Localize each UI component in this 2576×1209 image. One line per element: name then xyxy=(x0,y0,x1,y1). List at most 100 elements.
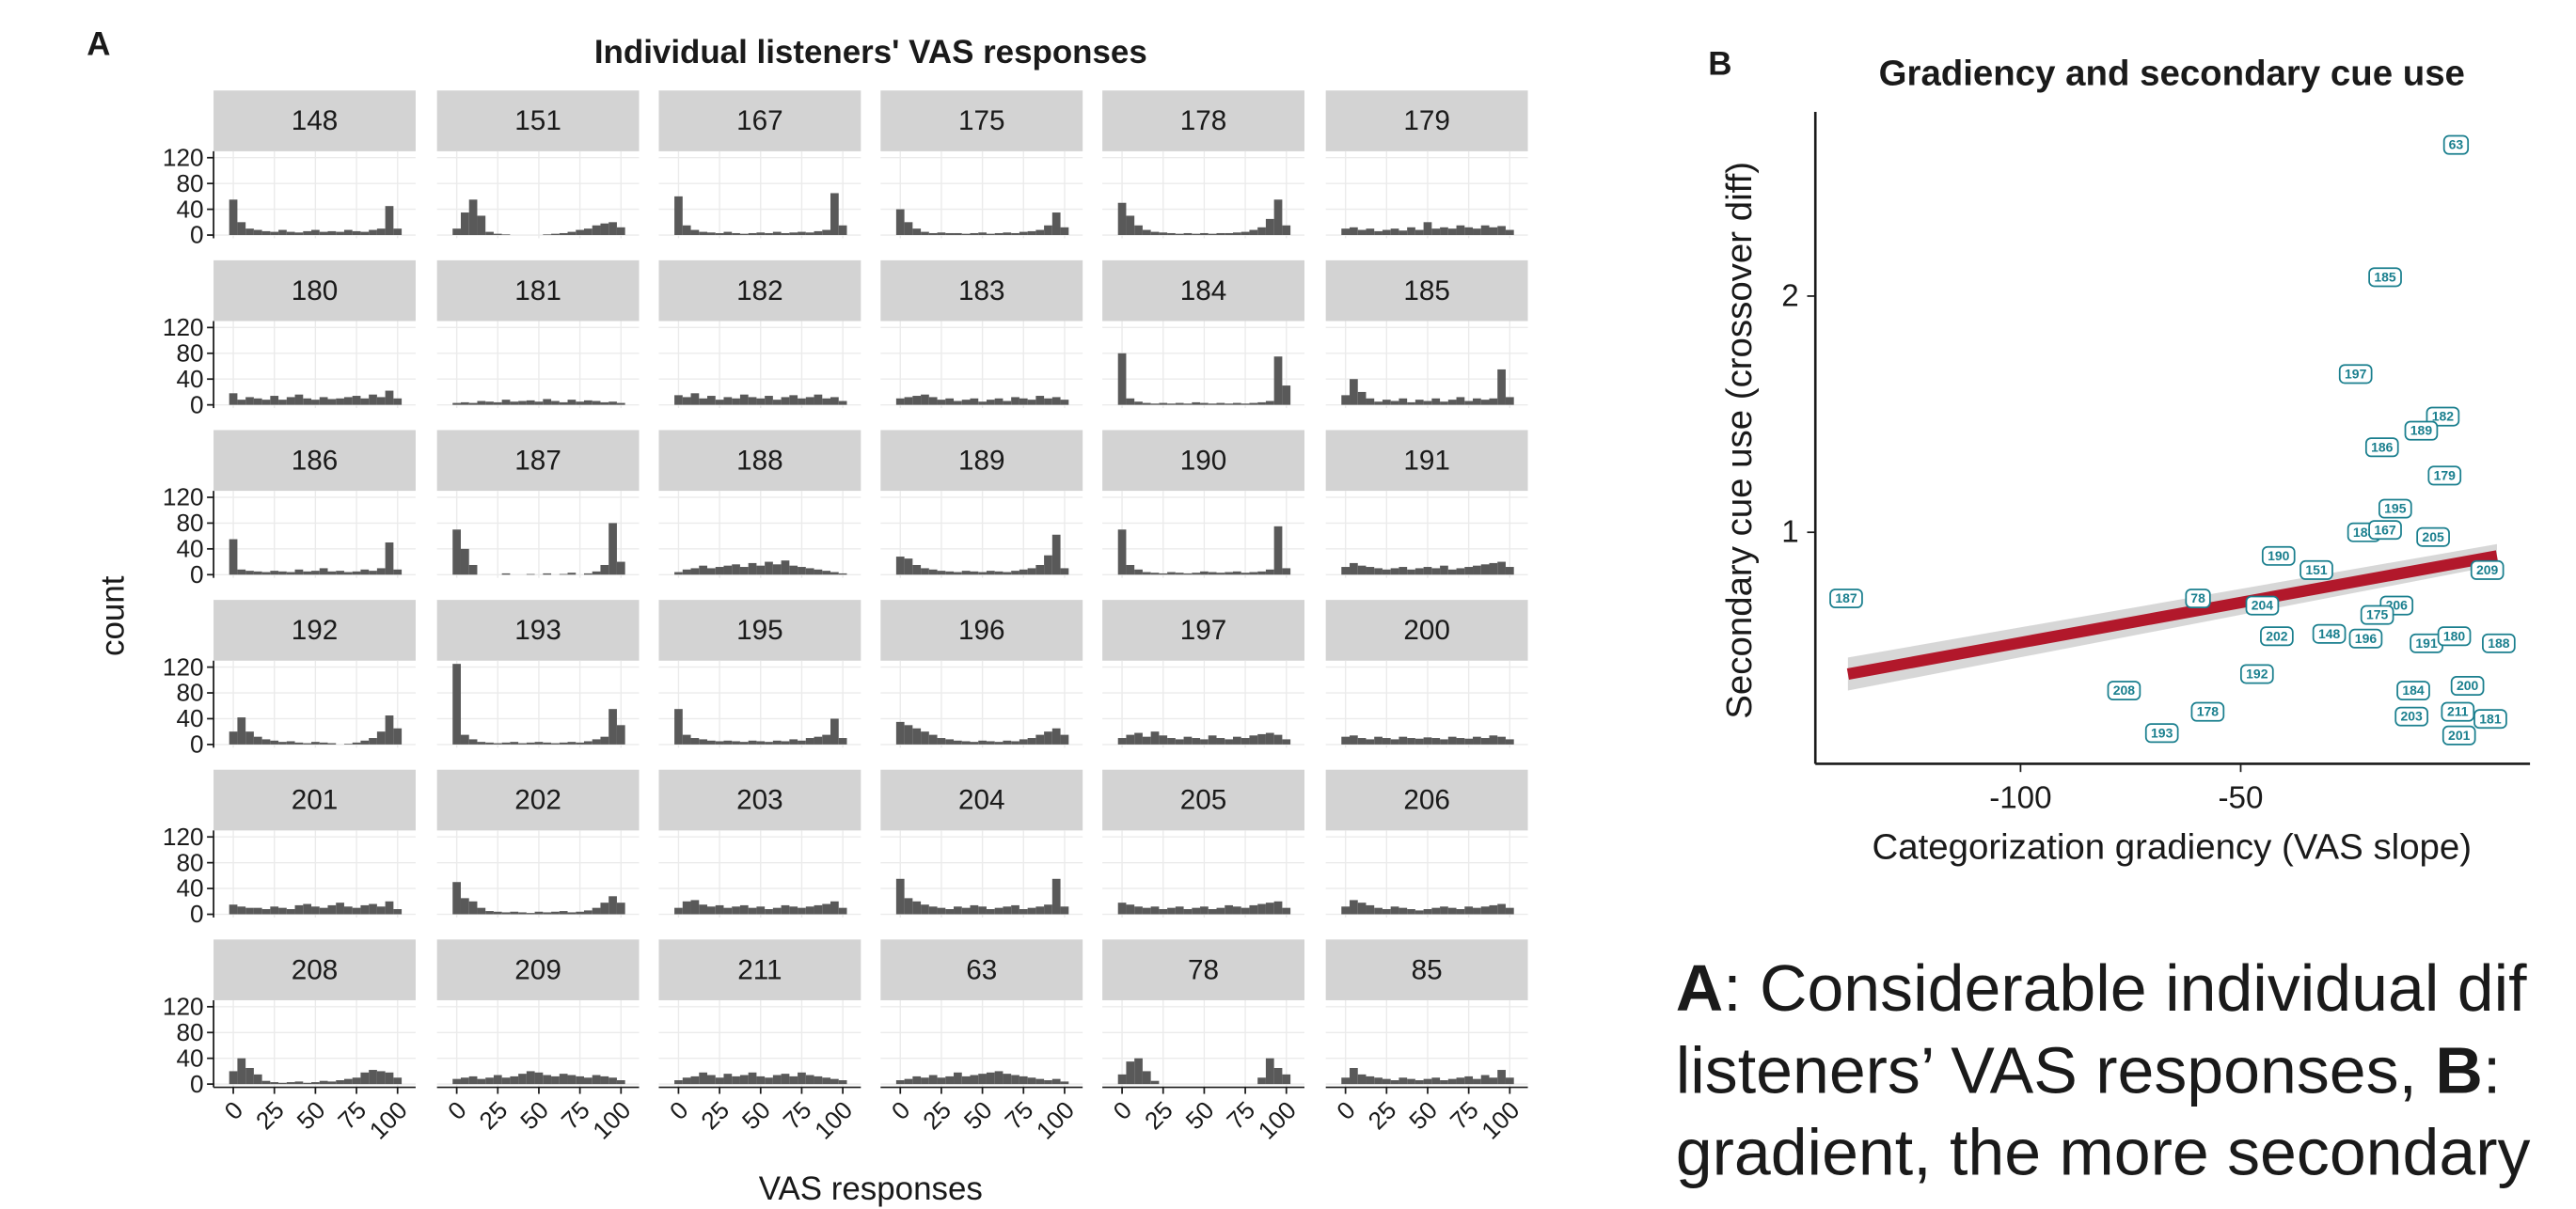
histogram-bar xyxy=(954,572,962,575)
histogram-bar xyxy=(1232,571,1241,575)
histogram-bar xyxy=(600,223,609,236)
histogram-bar xyxy=(838,400,847,405)
histogram-bar xyxy=(1414,910,1424,915)
histogram-bar xyxy=(830,397,839,405)
histogram-bar xyxy=(278,229,287,236)
histogram-bar xyxy=(559,742,568,745)
y-tick-label: 40 xyxy=(176,1044,203,1072)
histogram-bar xyxy=(1382,229,1391,236)
histogram-bar xyxy=(765,232,773,236)
histogram-bar xyxy=(1489,227,1498,236)
facet-strip xyxy=(213,600,416,661)
histogram-bar xyxy=(970,1075,979,1085)
histogram-bar xyxy=(912,1076,922,1085)
histogram-bar xyxy=(838,907,847,915)
histogram-bar xyxy=(814,904,823,915)
histogram-bar xyxy=(1480,906,1490,915)
point-label: 180 xyxy=(2437,626,2472,647)
histogram-bar xyxy=(1350,1067,1358,1085)
histogram-bar xyxy=(756,741,766,745)
histogram-bar xyxy=(518,743,527,745)
facet-strip xyxy=(1325,259,1528,322)
histogram-bar xyxy=(477,742,486,745)
histogram-bar xyxy=(1382,569,1391,575)
caption-line: A: Considerable individual dif xyxy=(1676,951,2527,1025)
histogram-bar xyxy=(460,548,469,575)
histogram-bar xyxy=(567,573,577,575)
histogram-bar xyxy=(1282,225,1291,236)
histogram-bar xyxy=(1399,398,1408,405)
point-label: 63 xyxy=(2442,134,2470,155)
histogram-bar xyxy=(1249,735,1258,745)
chart-title: Gradiency and secondary cue use xyxy=(1879,54,2465,94)
histogram-bar xyxy=(937,1077,946,1085)
histogram-bar xyxy=(986,1072,995,1085)
histogram-bar xyxy=(327,399,337,405)
facet-strip xyxy=(880,259,1083,322)
histogram-bar xyxy=(303,1082,312,1085)
histogram-bar xyxy=(1208,909,1217,915)
histogram-bar xyxy=(1175,739,1184,745)
histogram-bar xyxy=(343,906,353,915)
histogram-bar xyxy=(1225,572,1233,575)
histogram-bar xyxy=(1350,227,1358,236)
y-tick-label: 120 xyxy=(163,483,204,511)
histogram-bar xyxy=(600,1076,609,1085)
point-label-text: 193 xyxy=(2151,725,2173,740)
y-axis-label: count xyxy=(95,575,132,656)
histogram-bar xyxy=(493,401,502,405)
histogram-bar xyxy=(1414,229,1424,236)
histogram-bar xyxy=(1374,230,1383,236)
histogram-bar xyxy=(1414,568,1424,575)
facet-label: 205 xyxy=(1180,785,1227,816)
point-label: 209 xyxy=(2470,559,2505,580)
histogram-bar xyxy=(739,904,749,915)
facet-label: 186 xyxy=(292,445,339,476)
histogram-bar xyxy=(937,738,946,745)
histogram-bar xyxy=(460,401,469,405)
histogram-bar xyxy=(1027,568,1036,575)
histogram-bar xyxy=(452,402,461,405)
histogram-bar xyxy=(1044,225,1052,236)
y-tick-label: 80 xyxy=(176,169,203,197)
histogram-bar xyxy=(608,222,617,236)
histogram-bar xyxy=(460,898,469,915)
histogram-bar xyxy=(1027,1077,1036,1085)
histogram-bar xyxy=(319,742,328,745)
histogram-bar xyxy=(756,232,766,236)
histogram-bar xyxy=(278,742,287,745)
histogram-bar xyxy=(674,1080,683,1085)
histogram-bar xyxy=(352,1077,361,1085)
histogram-bar xyxy=(912,728,922,745)
histogram-bar xyxy=(1382,909,1391,915)
histogram-bar xyxy=(576,742,584,745)
histogram-bar xyxy=(1044,904,1052,915)
y-tick-label: 80 xyxy=(176,1018,203,1046)
histogram-bar xyxy=(303,398,312,405)
facet-strip xyxy=(880,939,1083,1000)
histogram-bar xyxy=(1060,906,1069,915)
histogram-bar xyxy=(1464,906,1474,915)
histogram-bar xyxy=(1366,739,1375,745)
point-marker xyxy=(2260,626,2294,647)
histogram-bar xyxy=(682,397,691,405)
histogram-bar xyxy=(954,400,962,405)
histogram-bar xyxy=(583,1077,593,1085)
histogram-bar xyxy=(1497,369,1506,405)
histogram-bar xyxy=(376,568,386,575)
histogram-bar xyxy=(1447,736,1457,745)
histogram-bar xyxy=(303,903,312,915)
x-axis-label: Categorization gradiency (VAS slope) xyxy=(1872,826,2472,867)
histogram-bar xyxy=(912,396,922,405)
histogram-bar xyxy=(690,393,700,405)
histogram-bar xyxy=(1497,736,1506,745)
histogram-bar xyxy=(921,231,929,236)
histogram-bar xyxy=(904,397,913,405)
histogram-bar xyxy=(1473,736,1481,745)
facet-label: 189 xyxy=(958,445,1005,476)
histogram-bar xyxy=(352,571,361,575)
histogram-bar xyxy=(1374,401,1383,405)
histogram-bar xyxy=(311,400,320,405)
histogram-bar xyxy=(805,1075,814,1085)
histogram-bar xyxy=(1273,734,1283,745)
